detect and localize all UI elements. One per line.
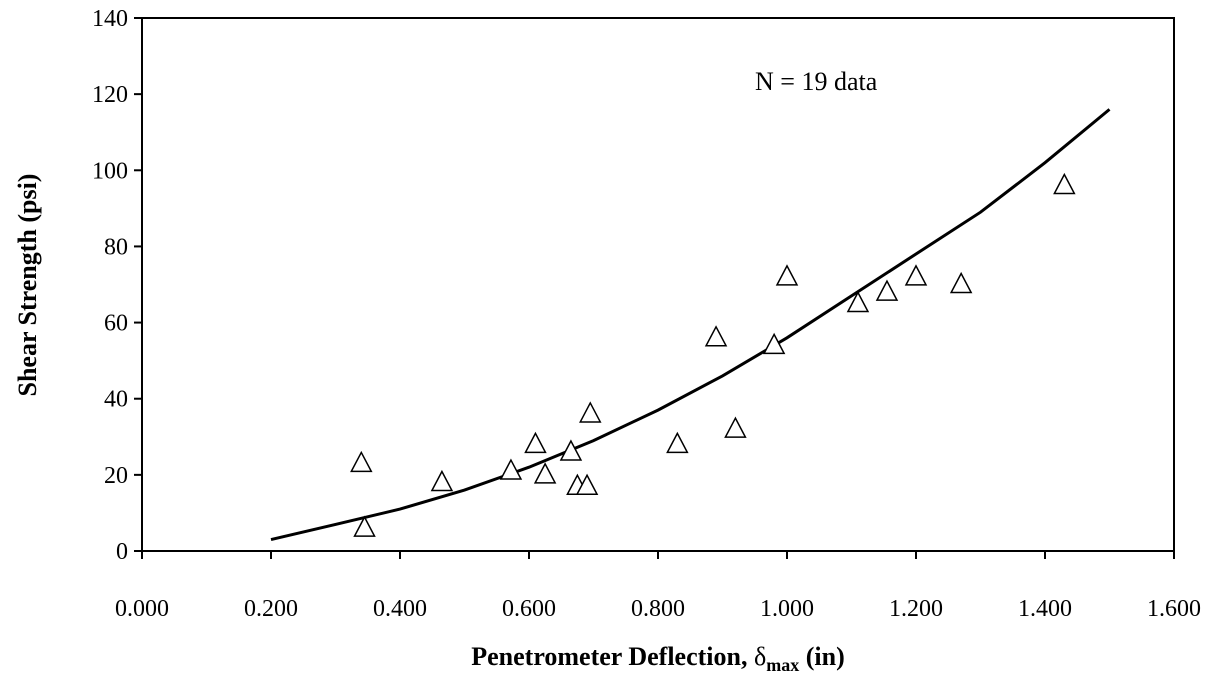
data-point-triangle [724,416,747,438]
y-tick-label: 120 [92,82,128,108]
x-axis-title-sub: max [766,655,799,675]
plot-area-frame [141,17,1175,552]
x-tick-label: 0.000 [115,596,169,622]
annotation-n-data: N = 19 data [755,67,878,96]
data-point-triangle [775,264,799,286]
y-axis-title: Shear Strength (psi) [13,174,42,397]
data-point-triangle [430,469,454,492]
data-point-triangle [559,439,583,461]
data-point-triangle [904,264,928,286]
x-axis: 0.000 0.200 0.400 0.600 0.800 1.000 1.200 1.400… [115,551,1201,622]
data-point-triangle [499,458,523,480]
data-point-triangle [353,515,376,537]
x-axis-title-main: Penetrometer Deflection, [471,642,754,671]
x-axis-title-unit: (in) [799,642,845,671]
x-tick-label: 0.600 [502,596,556,622]
y-tick-label: 100 [92,158,128,184]
x-axis-title: Penetrometer Deflection, δmax (in) [471,642,845,675]
x-axis-title-symbol: δ [754,642,766,671]
data-point-triangle [575,473,599,496]
x-tick-label: 1.400 [1018,596,1072,622]
y-axis: 0 20 40 60 80 100 120 140 [92,6,142,565]
y-tick-label: 0 [116,539,128,565]
data-point-triangle [949,271,973,294]
data-point-triangle [704,325,728,347]
data-point-triangle [350,450,373,473]
y-tick-label: 140 [92,6,128,32]
data-point-triangle [762,332,786,355]
x-tick-label: 1.200 [889,596,943,622]
x-tick-label: 0.800 [631,596,685,622]
data-point-triangle [666,431,689,454]
data-point-triangle [1053,172,1076,195]
trend-line [270,108,1111,542]
y-tick-label: 60 [104,311,128,337]
x-tick-label: 1.000 [760,596,814,622]
y-tick-label: 20 [104,463,128,489]
data-point-triangle [875,279,899,301]
data-points [350,172,1076,537]
data-point-triangle [579,401,602,423]
x-tick-label: 0.400 [373,596,427,622]
x-tick-label: 0.200 [244,596,298,622]
y-tick-label: 80 [104,234,128,260]
data-point-triangle [524,431,547,454]
data-point-triangle [846,290,870,313]
x-tick-label: 1.600 [1147,596,1201,622]
y-tick-label: 40 [104,387,128,413]
data-point-triangle [533,462,557,484]
